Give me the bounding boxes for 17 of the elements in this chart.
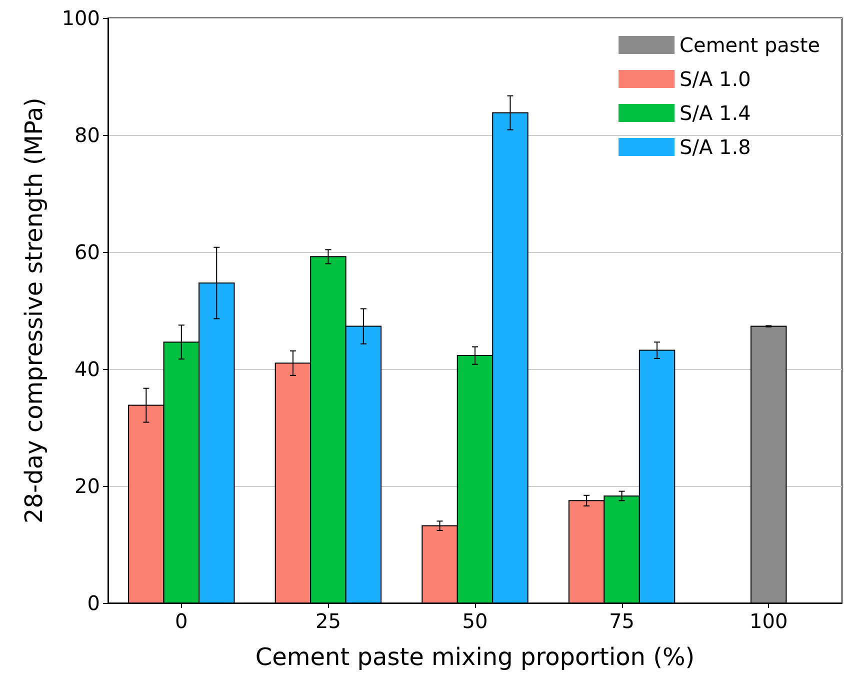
legend-label: S/A 1.4	[680, 101, 751, 125]
x-tick-label: 25	[315, 609, 341, 633]
y-tick-label: 20	[74, 474, 100, 498]
y-tick-label: 60	[74, 240, 100, 264]
legend-label: S/A 1.0	[680, 67, 751, 91]
x-tick-label: 0	[175, 609, 188, 633]
legend-label: S/A 1.8	[680, 135, 751, 159]
y-tick-label: 100	[62, 6, 100, 30]
x-tick-label: 50	[462, 609, 488, 633]
x-tick-label: 75	[609, 609, 635, 633]
legend-label: Cement paste	[680, 33, 820, 57]
x-tick-label: 100	[750, 609, 788, 633]
y-tick-label: 40	[74, 357, 100, 381]
y-tick-label: 0	[87, 591, 100, 615]
x-axis-title: Cement paste mixing proportion (%)	[255, 643, 695, 671]
y-axis-title: 28-day compressive strength (MPa)	[20, 97, 48, 524]
y-tick-label: 80	[74, 123, 100, 147]
